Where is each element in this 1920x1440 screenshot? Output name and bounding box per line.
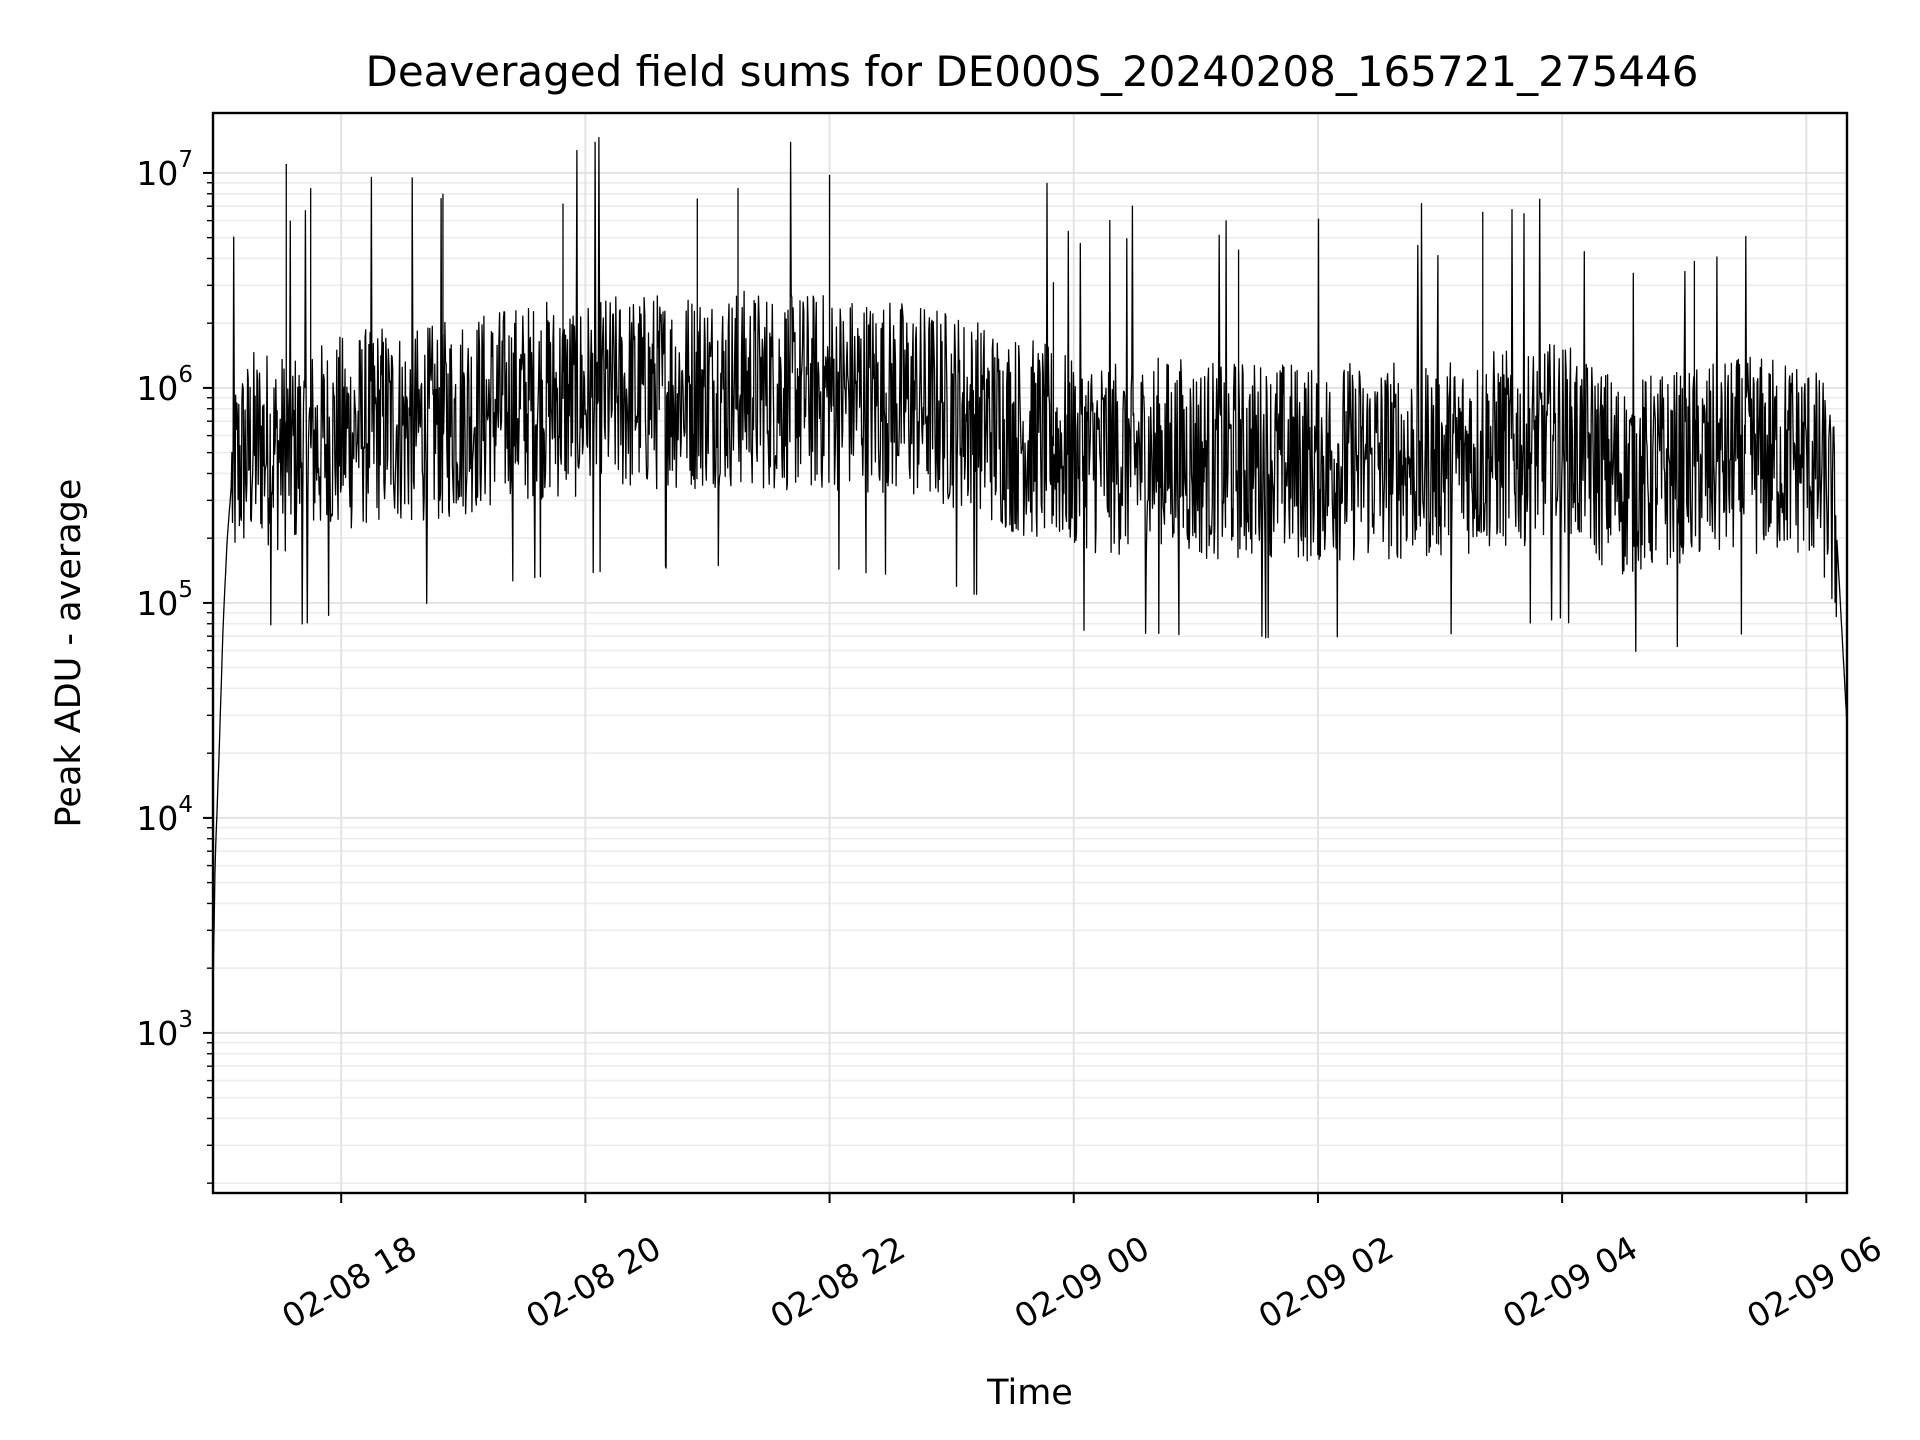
series-line <box>212 137 1848 996</box>
chart-title: Deaveraged field sums for DE000S_2024020… <box>366 47 1699 96</box>
y-tick-label: 106 <box>136 362 193 408</box>
grid <box>213 113 1847 1193</box>
x-tick-label: 02-08 20 <box>519 1228 667 1336</box>
y-tick-label: 105 <box>136 577 193 623</box>
y-tick-label: 107 <box>136 147 193 193</box>
y-tick-label: 104 <box>136 792 193 838</box>
x-tick-label: 02-09 04 <box>1496 1228 1644 1336</box>
x-axis-label: Time <box>986 1373 1073 1413</box>
y-axis-label: Peak ADU - average <box>49 479 89 828</box>
x-tick-label: 02-09 00 <box>1008 1228 1156 1336</box>
x-tick-label: 02-08 22 <box>764 1228 912 1336</box>
x-tick-label: 02-09 06 <box>1740 1228 1888 1336</box>
axis-ticks: 103 104 105 106 107 02-08 18 02-08 20 02-08 22 0… <box>136 147 1888 1336</box>
x-tick-label: 02-08 18 <box>275 1228 423 1336</box>
plot-frame <box>211 111 1849 1195</box>
y-tick-label: 103 <box>136 1007 193 1053</box>
x-tick-label: 02-09 02 <box>1252 1228 1400 1336</box>
series-layer <box>212 137 1848 996</box>
